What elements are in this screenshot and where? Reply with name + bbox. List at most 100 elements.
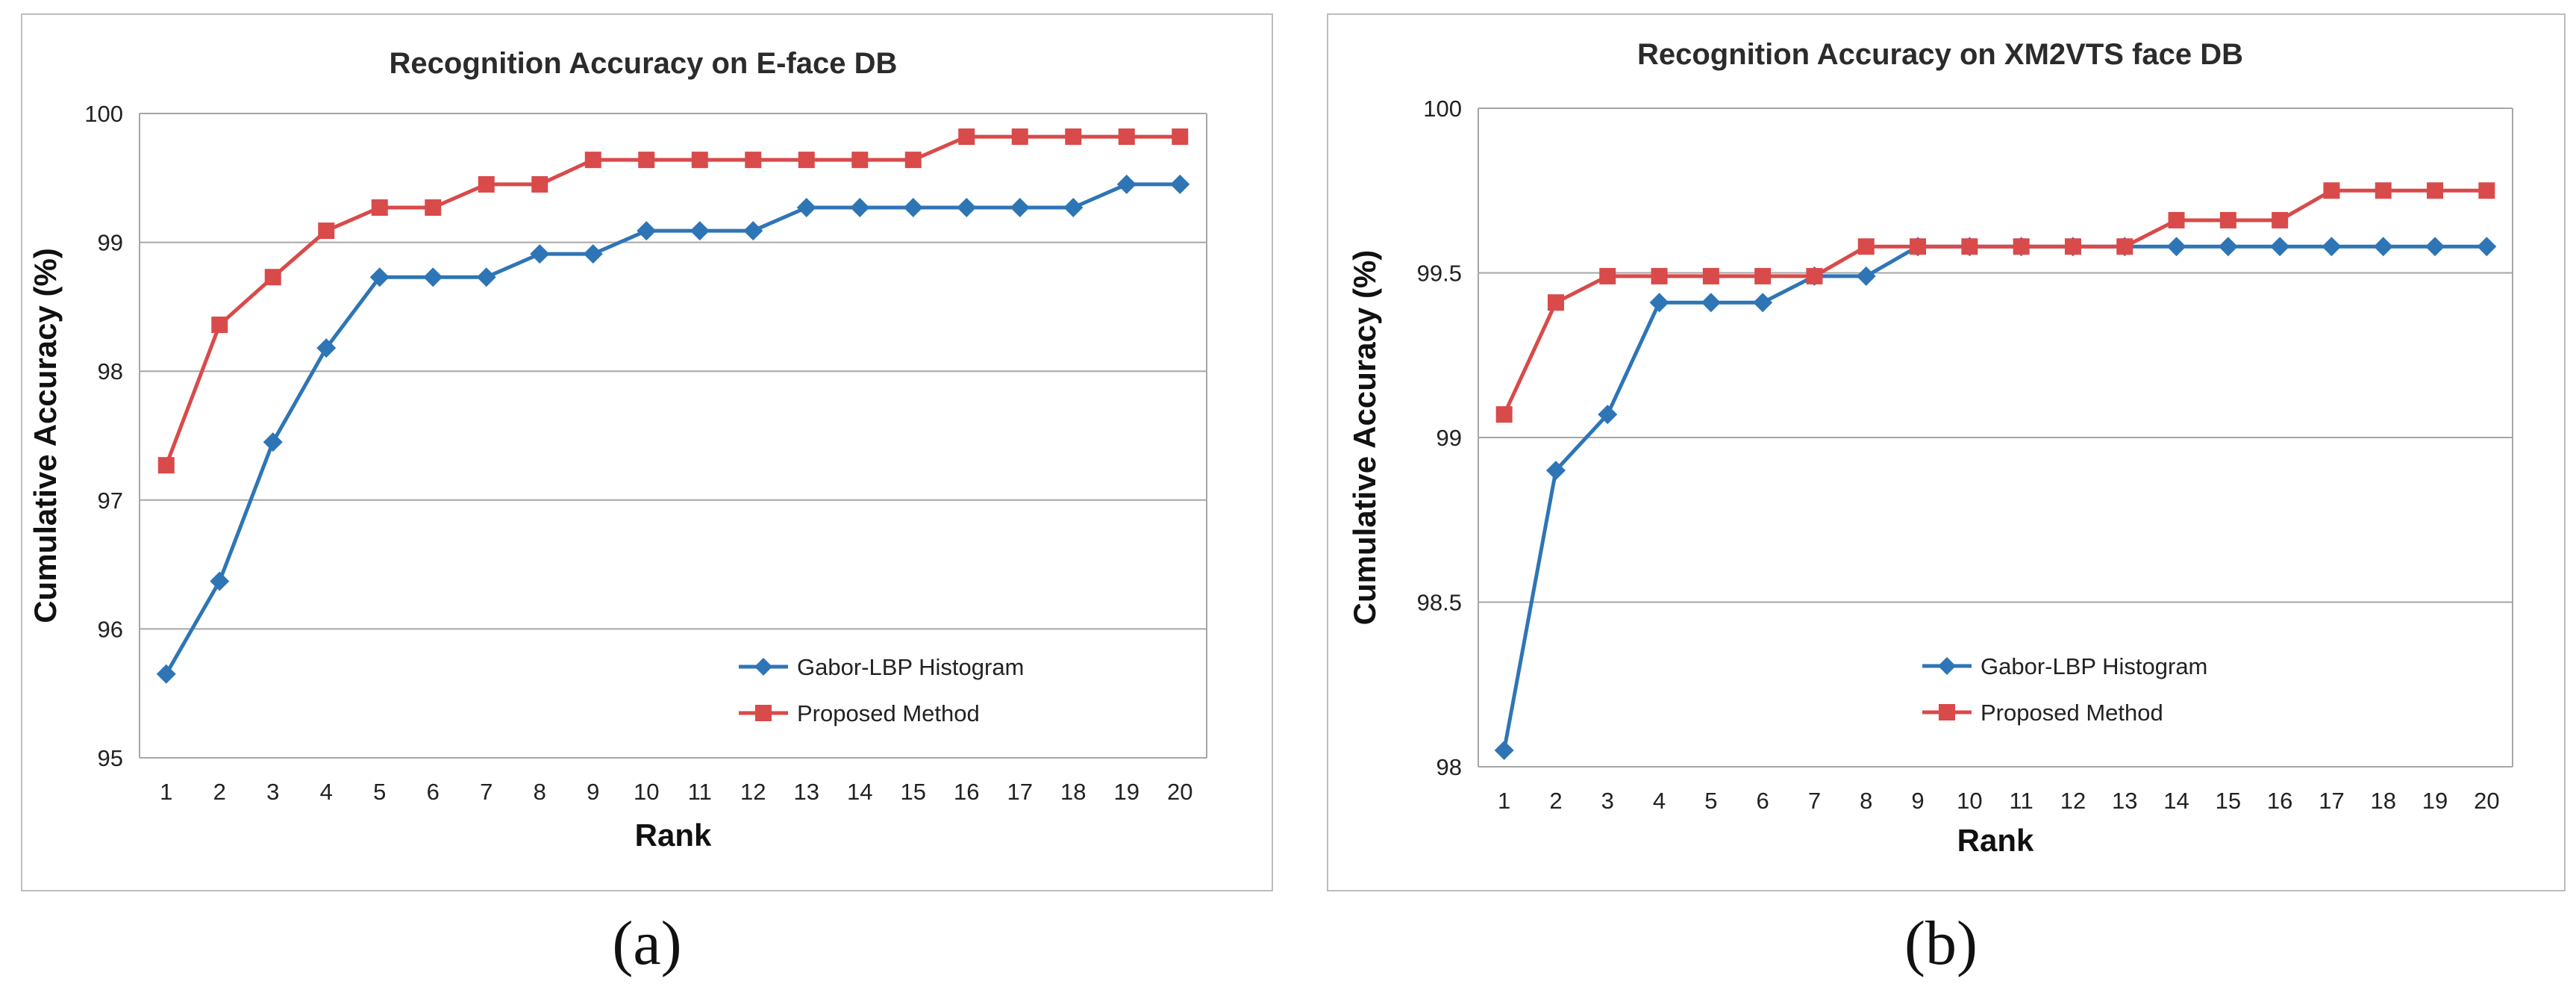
x-tick-label: 11 <box>688 779 712 805</box>
data-point-diamond <box>637 221 657 241</box>
data-point-square <box>1599 267 1616 284</box>
x-tick-label: 12 <box>740 779 766 805</box>
y-tick-label: 99 <box>1437 425 1462 451</box>
data-point-square <box>318 222 335 240</box>
x-tick-label: 3 <box>266 779 279 805</box>
x-tick-label: 8 <box>1860 788 1872 814</box>
data-point-square <box>2064 238 2081 255</box>
data-point-square <box>798 152 815 169</box>
data-point-diamond <box>2373 237 2393 257</box>
data-point-square <box>2323 182 2340 199</box>
y-tick-label: 100 <box>1423 96 1462 122</box>
data-point-square <box>371 199 388 216</box>
data-point-diamond <box>690 221 710 241</box>
data-point-diamond <box>1753 293 1773 313</box>
x-tick-label: 20 <box>2474 788 2499 814</box>
x-tick-label: 7 <box>1808 788 1821 814</box>
data-point-square <box>2427 182 2444 199</box>
data-point-diamond <box>1063 197 1084 217</box>
y-tick-label: 99.5 <box>1417 261 1462 287</box>
series-line-proposed <box>164 134 1181 467</box>
x-tick-label: 14 <box>2163 788 2189 814</box>
data-point-diamond <box>2270 237 2290 257</box>
data-point-square <box>211 317 228 334</box>
data-point-square <box>1651 267 1668 284</box>
data-point-diamond <box>530 244 550 264</box>
chart-panel-b <box>1327 13 2566 891</box>
y-tick-label: 96 <box>98 616 123 642</box>
data-point-diamond <box>2218 237 2238 257</box>
data-point-diamond <box>156 664 176 684</box>
legend-label: Gabor-LBP Histogram <box>797 654 1024 680</box>
x-tick-label: 4 <box>320 779 333 805</box>
x-tick-label: 15 <box>2216 788 2241 814</box>
y-tick-label: 97 <box>98 488 123 514</box>
x-tick-label: 15 <box>901 779 926 805</box>
x-tick-label: 17 <box>2319 788 2344 814</box>
data-point-square <box>904 152 922 169</box>
data-point-diamond <box>210 571 230 591</box>
legend-label: Proposed Method <box>1981 700 2163 726</box>
x-tick-label: 14 <box>847 779 872 805</box>
x-tick-label: 13 <box>2112 788 2137 814</box>
data-point-square <box>1806 267 1823 284</box>
y-axis-title: Cumulative Accuracy (%) <box>1347 250 1382 626</box>
data-point-diamond <box>583 244 603 264</box>
data-point-square <box>1857 238 1875 255</box>
x-tick-label: 12 <box>2060 788 2086 814</box>
data-point-diamond <box>850 197 870 217</box>
data-point-square <box>1065 128 1082 146</box>
x-tick-label: 9 <box>1911 788 1924 814</box>
x-tick-label: 5 <box>1704 788 1717 814</box>
data-point-square <box>691 152 708 169</box>
data-point-square <box>1011 128 1028 146</box>
y-tick-label: 98 <box>1437 754 1462 780</box>
x-tick-label: 2 <box>213 779 226 805</box>
x-axis-title: Rank <box>635 818 712 853</box>
data-point-diamond <box>423 267 443 287</box>
data-point-square <box>2478 182 2495 199</box>
data-point-diamond <box>2166 237 2186 257</box>
data-point-diamond <box>2425 237 2445 257</box>
data-point-square <box>584 152 601 169</box>
x-tick-label: 1 <box>1498 788 1510 814</box>
data-point-square <box>264 269 281 286</box>
x-tick-label: 10 <box>634 779 659 805</box>
data-point-diamond <box>1494 740 1514 760</box>
data-point-diamond <box>316 338 337 358</box>
data-point-square <box>2219 211 2236 228</box>
x-tick-label: 18 <box>1060 779 1086 805</box>
data-point-diamond <box>369 267 390 287</box>
data-point-square <box>2116 238 2133 255</box>
data-point-diamond <box>1649 293 1669 313</box>
data-point-square <box>2013 238 2030 255</box>
panel-label-b: (b) <box>1904 909 1978 978</box>
x-tick-label: 16 <box>954 779 979 805</box>
x-tick-label: 19 <box>1114 779 1139 805</box>
chart-title: Recognition Accuracy on XM2VTS face DB <box>1637 38 2243 71</box>
y-axis-title: Cumulative Accuracy (%) <box>28 248 63 623</box>
legend-marker-diamond <box>1938 657 1956 675</box>
data-point-diamond <box>1598 405 1618 425</box>
chart-title: Recognition Accuracy on E-face DB <box>390 47 898 80</box>
data-point-square <box>157 457 175 474</box>
data-point-diamond <box>476 267 496 287</box>
data-point-square <box>638 152 655 169</box>
data-point-square <box>1172 128 1189 146</box>
x-tick-label: 9 <box>587 779 599 805</box>
data-point-diamond <box>796 197 816 217</box>
data-point-diamond <box>1170 174 1190 194</box>
x-axis-title: Rank <box>1957 823 2034 858</box>
data-point-diamond <box>2322 237 2342 257</box>
data-point-square <box>1495 406 1513 423</box>
data-point-diamond <box>1856 266 1876 286</box>
data-point-diamond <box>957 197 977 217</box>
x-tick-label: 1 <box>160 779 172 805</box>
x-tick-label: 5 <box>373 779 386 805</box>
x-tick-label: 10 <box>1957 788 1982 814</box>
data-point-square <box>1961 238 1978 255</box>
x-tick-label: 6 <box>427 779 440 805</box>
